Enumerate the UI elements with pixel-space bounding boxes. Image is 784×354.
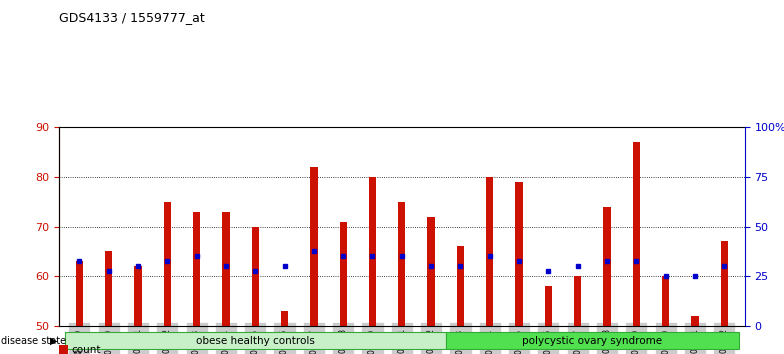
FancyBboxPatch shape: [64, 332, 446, 349]
Bar: [545, 286, 552, 326]
Bar: [105, 251, 112, 326]
Bar: [633, 142, 640, 326]
Bar: [720, 241, 728, 326]
Bar: [76, 261, 83, 326]
Bar: [164, 202, 171, 326]
Text: obese healthy controls: obese healthy controls: [196, 336, 314, 346]
Bar: [252, 227, 259, 326]
Text: polycystic ovary syndrome: polycystic ovary syndrome: [522, 336, 662, 346]
FancyBboxPatch shape: [446, 332, 739, 349]
Text: disease state: disease state: [1, 336, 66, 346]
Bar: [515, 182, 523, 326]
Bar: [193, 212, 200, 326]
Text: ▶: ▶: [49, 336, 57, 346]
Bar: [339, 222, 347, 326]
Bar: [222, 212, 230, 326]
Bar: [604, 207, 611, 326]
Bar: [368, 177, 376, 326]
Bar: [691, 316, 699, 326]
Bar: [486, 177, 493, 326]
Bar: [457, 246, 464, 326]
Bar: [662, 276, 670, 326]
Text: GDS4133 / 1559777_at: GDS4133 / 1559777_at: [59, 11, 205, 24]
Bar: [310, 167, 318, 326]
Bar: [281, 311, 289, 326]
Bar: [134, 266, 142, 326]
Text: count: count: [71, 345, 101, 354]
Bar: [427, 217, 435, 326]
Bar: [574, 276, 582, 326]
Bar: [398, 202, 405, 326]
